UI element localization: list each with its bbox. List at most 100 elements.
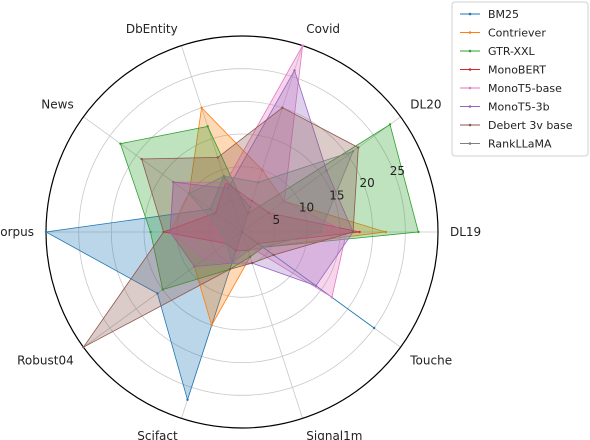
category-label-dl20: DL20 xyxy=(410,98,441,112)
series-point-monot5-base-dl19 xyxy=(345,230,348,234)
category-label-nfcorpus: NfCorpus xyxy=(0,225,34,239)
legend-marker xyxy=(468,12,472,16)
legend-marker xyxy=(468,105,472,108)
series-point-bm25-covid xyxy=(248,205,252,209)
series-point-gtr-xxl-signal1m xyxy=(248,255,252,259)
category-label-dl19: DL19 xyxy=(450,225,481,239)
series-point-debert-3v-base-touche xyxy=(272,253,275,257)
series-point-rankllama-covid xyxy=(256,181,260,184)
category-label-signal1m: Signal1m xyxy=(306,429,362,440)
series-point-contriever-dl19 xyxy=(384,230,387,234)
series-point-debert-3v-base-dl19 xyxy=(351,230,355,234)
series-point-gtr-xxl-covid xyxy=(246,212,250,215)
series-point-bm25-news xyxy=(209,207,212,211)
category-label-robust04: Robust04 xyxy=(17,353,74,367)
series-point-rankllama-robust04 xyxy=(224,242,228,245)
series-point-bm25-robust04 xyxy=(156,292,159,295)
series-point-gtr-xxl-dl19 xyxy=(417,230,420,234)
series-point-gtr-xxl-dbentity xyxy=(206,125,209,128)
series-point-debert-3v-base-dl20 xyxy=(357,146,360,149)
legend-label: Contriever xyxy=(488,27,546,40)
legend-item-monot5-base: MonoT5-base xyxy=(460,82,562,95)
series-point-debert-3v-base-news xyxy=(140,157,143,161)
legend-label: Debert 3v base xyxy=(488,119,573,132)
legend-marker xyxy=(468,123,472,127)
legend-label: GTR-XXL xyxy=(488,45,536,58)
legend-label: MonoBERT xyxy=(488,64,546,77)
series-point-monot5-base-signal1m xyxy=(244,243,248,246)
series-point-contriever-dbentity xyxy=(200,106,203,109)
series-point-rankllama-scifact xyxy=(230,261,234,265)
series-point-monot5-base-dbentity xyxy=(224,181,228,184)
legend-item-contriever: Contriever xyxy=(460,27,546,40)
series-point-gtr-xxl-nfcorpus xyxy=(149,230,152,234)
series-point-contriever-scifact xyxy=(210,324,213,327)
r-tick-label: 10 xyxy=(299,201,314,215)
series-point-bm25-touche xyxy=(372,326,376,330)
r-tick-label: 15 xyxy=(329,188,344,202)
series-point-monobert-dl20 xyxy=(267,211,270,214)
series-point-debert-3v-base-robust04 xyxy=(82,346,85,349)
series-point-rankllama-nfcorpus xyxy=(221,230,224,234)
series-point-bm25-nfcorpus xyxy=(44,230,48,234)
series-point-debert-3v-base-scifact xyxy=(228,268,232,271)
series-point-monot5-3b-robust04 xyxy=(193,265,196,268)
legend-marker xyxy=(468,142,472,145)
series-point-monot5-base-covid xyxy=(301,44,304,47)
legend-item-bm25: BM25 xyxy=(460,8,519,21)
series-point-bm25-scifact xyxy=(186,398,189,401)
series-point-monot5-3b-news xyxy=(172,180,175,184)
radar-labels: 5 10 15 20 25 DL19 DL20 Covid DbEntity News NfCorp… xyxy=(0,22,481,440)
category-label-dbentity: DbEntity xyxy=(126,22,178,36)
series-point-monobert-covid xyxy=(250,199,254,203)
legend-marker xyxy=(468,68,472,71)
radar-series xyxy=(44,44,420,402)
series-point-rankllama-news xyxy=(187,192,191,195)
r-tick-label: 25 xyxy=(390,164,405,178)
series-point-gtr-xxl-dl20 xyxy=(388,123,392,126)
series-point-gtr-xxl-robust04 xyxy=(161,288,164,291)
series-point-monobert-scifact xyxy=(234,249,238,252)
legend-label: MonoT5-base xyxy=(488,82,562,95)
category-label-covid: Covid xyxy=(306,22,340,36)
series-point-rankllama-touche xyxy=(261,246,265,249)
legend-item-rankllama: RankLLaMA xyxy=(460,138,552,151)
series-point-monot5-3b-dbentity xyxy=(226,187,230,190)
category-label-scifact: Scifact xyxy=(137,429,178,440)
series-point-rankllama-signal1m xyxy=(246,249,250,252)
series-point-contriever-covid xyxy=(260,168,264,172)
legend-label: RankLLaMA xyxy=(488,138,552,151)
series-point-monot5-base-robust04 xyxy=(203,257,207,261)
series-point-monot5-3b-dl20 xyxy=(325,169,328,172)
series-point-debert-3v-base-covid xyxy=(281,106,284,109)
series-point-rankllama-dbentity xyxy=(222,174,226,178)
series-point-monot5-base-dl20 xyxy=(283,200,286,203)
series-point-monot5-3b-nfcorpus xyxy=(168,230,172,234)
series-point-monobert-touche xyxy=(256,242,260,245)
legend-box xyxy=(451,1,589,157)
series-point-rankllama-dl20 xyxy=(351,150,355,153)
legend-label: MonoT5-3b xyxy=(488,101,550,114)
legend-item-gtr-xxl: GTR-XXL xyxy=(460,45,536,58)
series-point-monot5-base-touche xyxy=(330,296,334,299)
series-point-debert-3v-base-dbentity xyxy=(216,156,219,159)
spoke-dbentity xyxy=(181,45,243,233)
series-point-monobert-dl19 xyxy=(358,230,361,234)
series-point-monot5-3b-touche xyxy=(314,284,318,287)
category-label-news: News xyxy=(41,98,73,112)
legend-item-debert-3v-base: Debert 3v base xyxy=(460,119,573,132)
legend-marker xyxy=(468,49,472,53)
legend-label: BM25 xyxy=(488,8,519,21)
series-point-debert-3v-base-signal1m xyxy=(250,261,254,265)
series-point-rankllama-dl19 xyxy=(319,230,322,234)
r-tick-label: 5 xyxy=(272,213,280,227)
series-point-monobert-news xyxy=(214,211,217,214)
legend-item-monot5-3b: MonoT5-3b xyxy=(460,101,550,114)
r-tick-label: 20 xyxy=(360,176,375,190)
legend-item-monobert: MonoBERT xyxy=(460,64,546,77)
series-area-bm25 xyxy=(44,175,375,402)
category-label-touche: Touche xyxy=(409,353,452,367)
series-point-debert-3v-base-nfcorpus xyxy=(162,230,165,234)
legend-marker xyxy=(468,31,472,34)
